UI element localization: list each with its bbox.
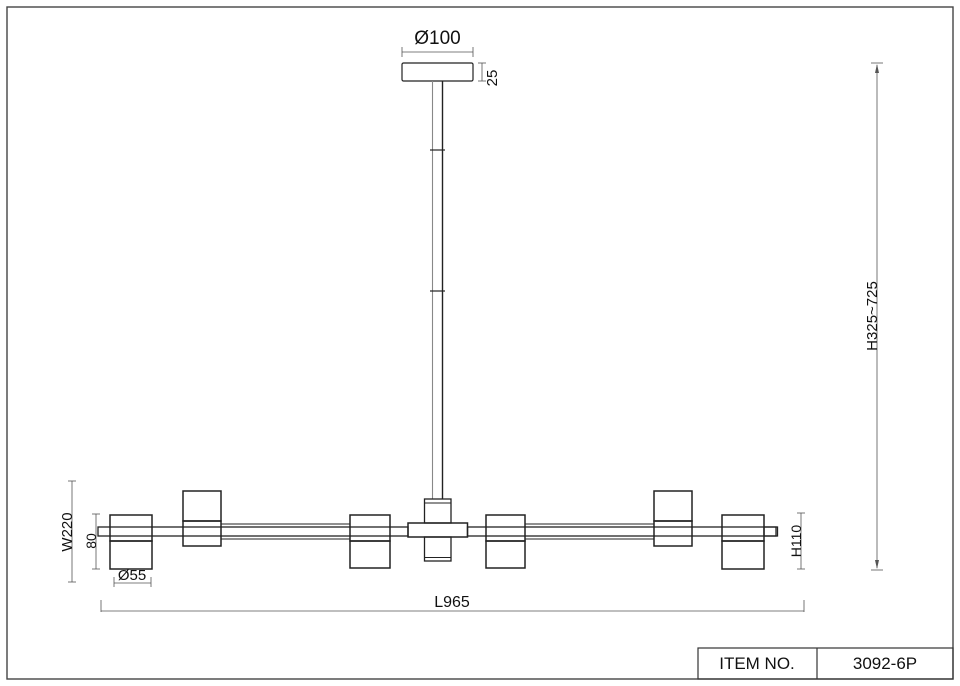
svg-text:H110: H110 bbox=[788, 525, 804, 558]
svg-text:80: 80 bbox=[83, 533, 99, 549]
svg-text:W220: W220 bbox=[59, 512, 76, 551]
svg-text:Ø100: Ø100 bbox=[414, 28, 460, 49]
svg-text:ITEM NO.: ITEM NO. bbox=[719, 654, 795, 673]
svg-text:L965: L965 bbox=[434, 594, 470, 611]
svg-text:25: 25 bbox=[484, 70, 501, 87]
svg-text:3092-6P: 3092-6P bbox=[853, 654, 917, 673]
svg-text:Ø55: Ø55 bbox=[118, 567, 146, 584]
svg-text:H325~725: H325~725 bbox=[864, 281, 881, 351]
